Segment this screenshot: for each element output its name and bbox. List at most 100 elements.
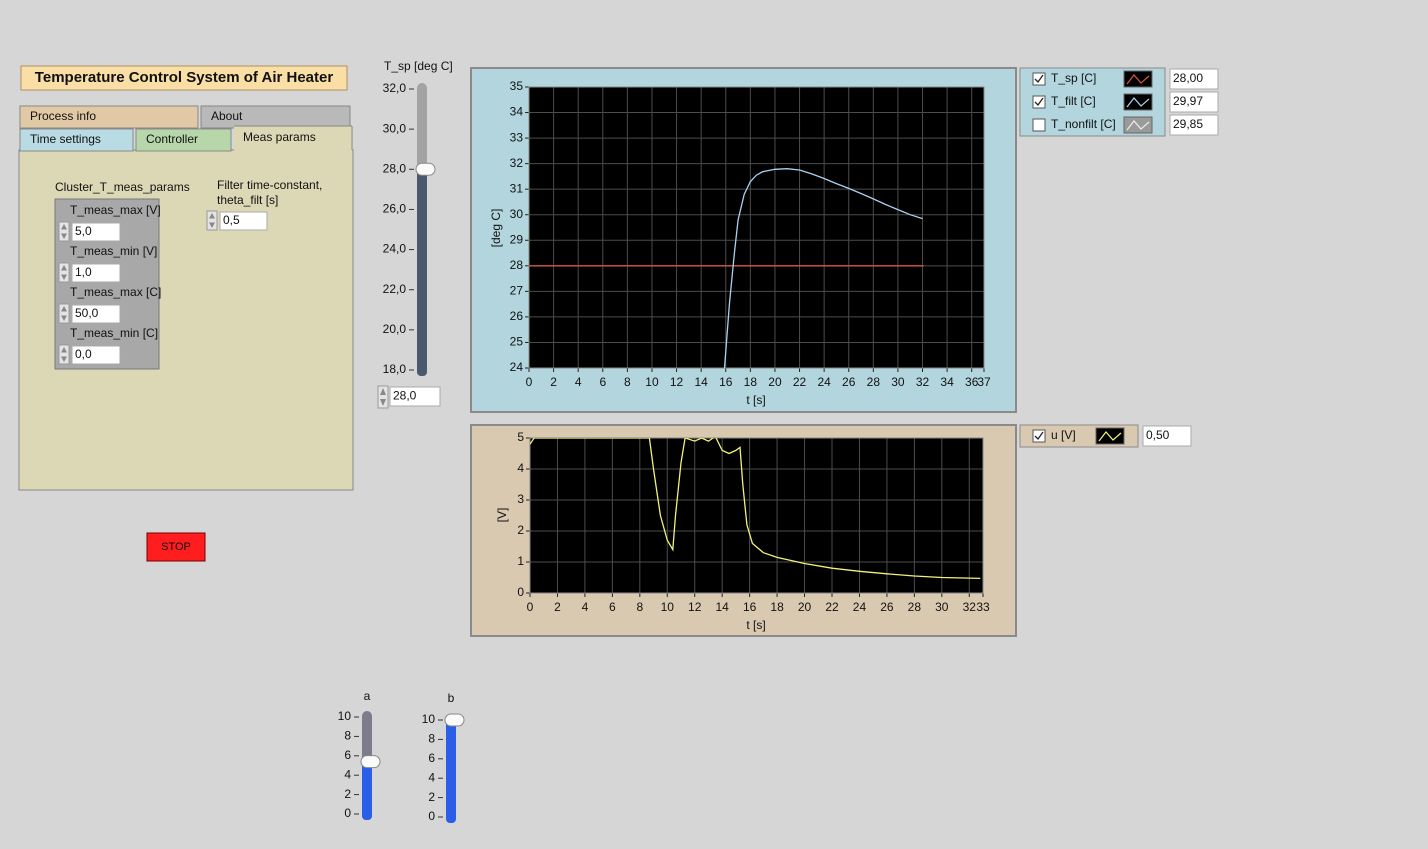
field-value-box[interactable]: [71, 304, 121, 324]
x-tick-label: 20: [768, 375, 782, 389]
slider-value-box[interactable]: [389, 386, 441, 407]
y-tick-label: 27: [510, 284, 524, 298]
spinner[interactable]: [58, 221, 70, 242]
legend-label: T_nonfilt [C]: [1051, 117, 1116, 131]
slider-thumb[interactable]: [360, 755, 381, 769]
legend-swatch-line: [1126, 97, 1150, 108]
field-value-box[interactable]: [71, 263, 121, 283]
field-value: 1,0: [75, 265, 92, 279]
legend-value-box[interactable]: [1142, 425, 1192, 447]
legend-value-box[interactable]: [1169, 68, 1219, 90]
title-box: [20, 65, 348, 91]
x-tick-label: 12: [670, 375, 684, 389]
plot-area: [529, 87, 984, 368]
slider-thumb[interactable]: [444, 713, 465, 727]
x-tick-label: 22: [793, 375, 807, 389]
y-tick-label: 1: [517, 554, 524, 568]
legend-value: 29,97: [1173, 94, 1203, 108]
slider-fill: [417, 169, 427, 376]
spinner-up: [61, 224, 67, 230]
x-tick-label: 8: [624, 375, 631, 389]
x-tick-label: 2: [550, 375, 557, 389]
x-tick-label: 2: [554, 600, 561, 614]
x-tick-label: 30: [891, 375, 905, 389]
x-tick-label: 24: [817, 375, 831, 389]
legend-value-box[interactable]: [1169, 114, 1219, 136]
tab-label: Controller: [146, 132, 198, 146]
legend-label: T_filt [C]: [1051, 94, 1096, 108]
y-tick-label: 30: [510, 207, 524, 221]
spinner[interactable]: [377, 385, 389, 409]
x-tick-label: 32: [916, 375, 930, 389]
x-tick-label: 18: [770, 600, 784, 614]
slider-label: b: [448, 691, 455, 705]
y-tick-label: 34: [510, 105, 524, 119]
x-axis-label: t [s]: [746, 393, 765, 407]
x-tick-label: 18: [744, 375, 758, 389]
x-tick-label: 8: [636, 600, 643, 614]
slider-thumb[interactable]: [415, 162, 436, 176]
spinner[interactable]: [58, 344, 70, 365]
legend-swatch-line: [1098, 431, 1122, 442]
field-value-box[interactable]: [71, 222, 121, 242]
slider-tick-label: 2: [344, 787, 351, 801]
tab[interactable]: [234, 126, 352, 152]
tab[interactable]: [19, 128, 134, 152]
slider-tick-label: 2: [428, 790, 435, 804]
x-axis-label: t [s]: [746, 618, 765, 632]
legend-checkbox[interactable]: [1032, 118, 1046, 132]
legend-value-box[interactable]: [1169, 91, 1219, 113]
slider-tick-label: 8: [344, 729, 351, 743]
plot-border: [529, 437, 984, 594]
checkmark: [1034, 431, 1044, 441]
spinner[interactable]: [206, 210, 218, 231]
x-tick-label: 10: [645, 375, 659, 389]
y-tick-label: 35: [510, 79, 524, 93]
field-value-box[interactable]: [71, 345, 121, 365]
x-tick-label: 10: [661, 600, 675, 614]
slider-tick-label: 22,0: [383, 282, 407, 296]
spinner[interactable]: [58, 262, 70, 283]
x-tick-label: 30: [935, 600, 949, 614]
app-title: Temperature Control System of Air Heater: [35, 69, 334, 86]
y-tick-label: 26: [510, 309, 524, 323]
slider-tick-label: 28,0: [383, 161, 407, 175]
x-tick-label: 6: [609, 600, 616, 614]
slider-tick-label: 4: [344, 767, 351, 781]
slider-tick-label: 18,0: [383, 362, 407, 376]
x-tick-label: 26: [880, 600, 894, 614]
filter-value-box[interactable]: [219, 211, 268, 231]
spinner-up: [209, 213, 215, 219]
legend-checkbox[interactable]: [1032, 429, 1046, 443]
slider-fill: [446, 720, 456, 823]
slider-tick-label: 8: [428, 732, 435, 746]
y-tick-label: 0: [517, 585, 524, 599]
slider-tick-label: 26,0: [383, 202, 407, 216]
y-tick-label: 3: [517, 492, 524, 506]
x-tick-label: 0: [527, 600, 534, 614]
y-tick-label: 5: [517, 430, 524, 444]
x-tick-label: 16: [719, 375, 733, 389]
y-tick-label: 24: [510, 360, 524, 374]
legend-checkbox[interactable]: [1032, 72, 1046, 86]
x-tick-label: 4: [575, 375, 582, 389]
x-tick-label: 28: [867, 375, 881, 389]
y-tick-label: 25: [510, 335, 524, 349]
tab[interactable]: [135, 128, 232, 152]
spinner-up: [61, 265, 67, 271]
spinner-down: [209, 222, 215, 228]
spinner-up: [61, 347, 67, 353]
spinner[interactable]: [58, 303, 70, 324]
checkmark: [1034, 97, 1044, 107]
stop-button[interactable]: [146, 532, 206, 562]
legend-label: T_sp [C]: [1051, 71, 1096, 85]
y-tick-label: 33: [510, 130, 524, 144]
tab[interactable]: [19, 105, 199, 129]
y-tick-label: 4: [517, 461, 524, 475]
legend-checkbox[interactable]: [1032, 95, 1046, 109]
x-tick-label: 0: [526, 375, 533, 389]
legend-value: 0,50: [1146, 428, 1170, 442]
cluster-label: Cluster_T_meas_params: [55, 180, 190, 194]
stop-label: STOP: [161, 541, 191, 553]
